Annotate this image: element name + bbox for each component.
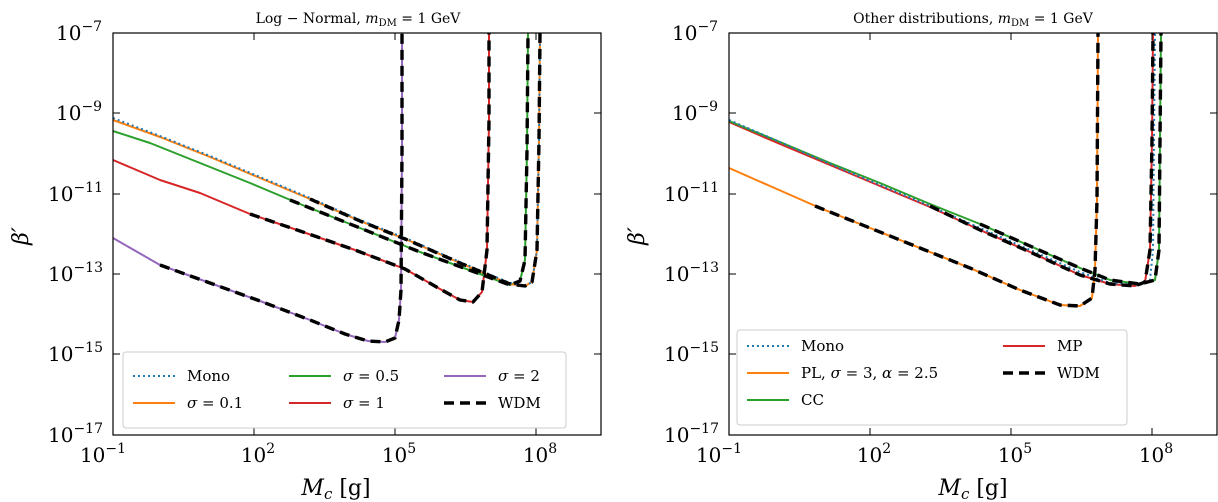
x-tick-label: 105 (382, 441, 416, 467)
right-tick-marks (728, 32, 1217, 436)
left-x-tick-labels: 10−1 102 105 108 (80, 441, 557, 467)
y-tick-label: 10−9 (56, 99, 102, 125)
legend-sigma-1: σ = 1 (343, 394, 385, 412)
x-tick-label: 10−1 (80, 441, 126, 467)
y-tick-label: 10−7 (672, 19, 718, 45)
wdm-cc (979, 32, 1163, 286)
series-sigma-05 (112, 32, 529, 286)
legend-wdm: WDM (498, 394, 541, 412)
right-y-axis-label: β′ (625, 227, 650, 246)
right-axes-frame (728, 32, 1218, 436)
y-tick-label: 10−7 (56, 19, 102, 45)
left-legend: Mono σ = 0.1 σ = 0.5 σ = 1 σ = 2 WDM (122, 351, 567, 429)
right-y-tick-labels: 10−7 10−9 10−11 10−13 10−15 10−17 (664, 19, 719, 447)
right-x-axis-label: Mc [g] (937, 476, 1007, 502)
y-tick-label: 10−15 (664, 340, 719, 366)
x-tick-label: 102 (241, 441, 275, 467)
left-axes-frame (112, 32, 602, 436)
y-tick-label: 10−13 (48, 260, 103, 286)
series-mono (112, 32, 541, 287)
wdm-sigma-01 (309, 32, 542, 288)
left-y-axis-label: β′ (9, 227, 34, 246)
legend-mono: Mono (187, 367, 230, 385)
series-pl (728, 32, 1099, 307)
legend-mono: Mono (801, 337, 844, 355)
right-curves (728, 32, 1163, 308)
left-x-axis-label: Mc [g] (300, 476, 370, 502)
y-tick-label: 10−11 (48, 180, 103, 206)
x-tick-label: 108 (523, 441, 557, 467)
legend-cc: CC (801, 391, 824, 409)
right-panel: Other distributions, mDM = 1 GeV (625, 11, 1218, 502)
x-tick-label: 108 (1139, 441, 1173, 467)
right-x-tick-labels: 10−1 102 105 108 (696, 441, 1173, 467)
legend-pl: PL, σ = 3, α = 2.5 (801, 364, 938, 382)
left-title: Log − Normal, mDM = 1 GeV (256, 11, 462, 29)
legend-box (736, 329, 1128, 426)
legend-mp: MP (1057, 337, 1082, 355)
wdm-sigma-05 (289, 32, 530, 287)
y-tick-label: 10−11 (664, 180, 719, 206)
series-mono-right (728, 32, 1156, 286)
series-sigma-1 (112, 33, 490, 303)
x-tick-label: 10−1 (696, 441, 742, 467)
y-tick-label: 10−15 (48, 340, 103, 366)
right-title: Other distributions, mDM = 1 GeV (853, 11, 1094, 29)
left-curves (112, 32, 542, 344)
series-sigma-2 (112, 33, 403, 343)
series-sigma-01 (112, 32, 541, 287)
left-panel: Log − Normal, mDM = 1 GeV (9, 11, 602, 502)
wdm-sigma-1 (249, 33, 491, 304)
legend-sigma-01: σ = 0.1 (187, 394, 243, 412)
legend-wdm: WDM (1057, 364, 1100, 382)
series-mp (728, 32, 1154, 287)
left-y-tick-labels: 10−7 10−9 10−11 10−13 10−15 10−17 (48, 19, 103, 447)
y-tick-label: 10−13 (664, 260, 719, 286)
x-tick-label: 105 (998, 441, 1032, 467)
left-y-tick-marks (112, 32, 601, 436)
wdm-pl (814, 32, 1100, 308)
legend-sigma-2: σ = 2 (498, 367, 540, 385)
right-legend: Mono PL, σ = 3, α = 2.5 CC MP WDM (736, 329, 1128, 426)
legend-box (122, 351, 567, 429)
x-tick-label: 102 (857, 441, 891, 467)
y-tick-label: 10−9 (672, 99, 718, 125)
wdm-mp (929, 32, 1155, 288)
legend-sigma-05: σ = 0.5 (343, 367, 399, 385)
